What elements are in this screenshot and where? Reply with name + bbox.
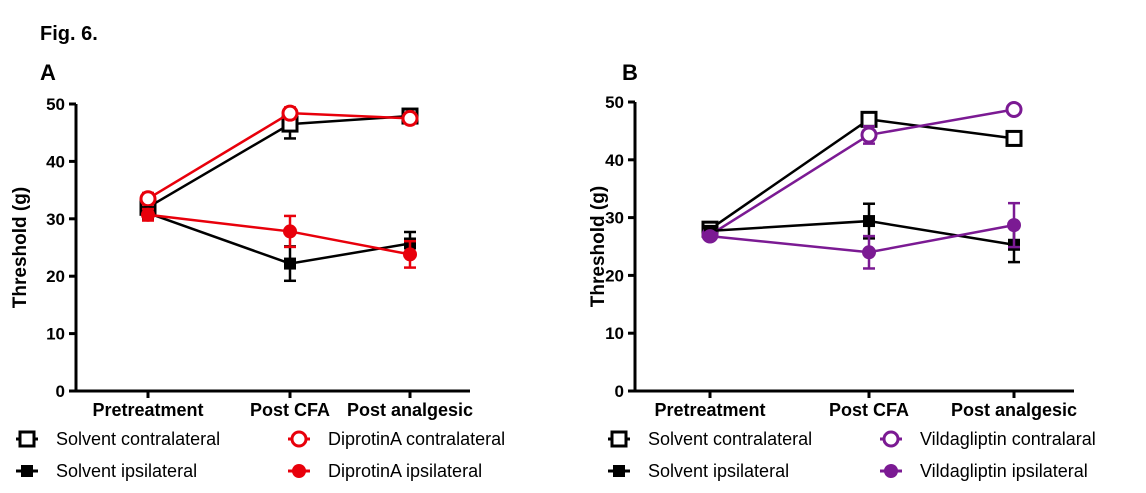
panel-b-y-tick-label: 40: [605, 151, 624, 170]
panel-a-legend-swatch-marker: [292, 464, 306, 478]
panel-a-legend-swatch-marker: [21, 465, 33, 477]
panel-b-chart: 0 10 20 30 40 50 Pretreatment Post CFA Post anal…: [588, 93, 1096, 481]
panel-b-legend-label: Solvent contralateral: [648, 429, 812, 449]
panel-b-legend-swatch-marker: [882, 430, 900, 448]
panel-b-data-point: [1007, 218, 1021, 233]
panel-b-y-axis-label: Threshold (g): [588, 186, 609, 307]
panel-a-x-tick-label: Post analgesic: [347, 400, 473, 420]
panel-b-data-point: [860, 126, 878, 144]
panel-b-legend-label: Vildagliptin ipsilateral: [920, 461, 1088, 481]
panel-a-data-point: [139, 190, 157, 208]
panel-a-data-point: [281, 104, 299, 122]
panel-b-data-point: [703, 229, 717, 244]
panel-a-data-point: [141, 207, 155, 222]
panel-b-x-tick-label: Post analgesic: [951, 400, 1077, 420]
panel-a-legend-swatch-marker: [18, 430, 36, 448]
panel-a-y-tick-label: 0: [56, 382, 65, 401]
panel-b-data-point: [1005, 129, 1023, 147]
panel-b-y-tick-label: 20: [605, 266, 624, 285]
panel-b-legend-label: Solvent ipsilateral: [648, 461, 789, 481]
panel-a-legend-swatch-marker: [290, 430, 308, 448]
panel-a-y-tick-label: 40: [46, 152, 65, 171]
panel-b-y-tick-label: 10: [605, 324, 624, 343]
panel-a-y-tick-label: 50: [46, 95, 65, 114]
panel-a-y-tick-label: 10: [46, 325, 65, 344]
panel-a-data-point: [283, 224, 297, 239]
panel-a-data-point: [284, 257, 296, 270]
panel-a-x-tick-label: Pretreatment: [92, 400, 203, 420]
panel-a-data-point: [401, 109, 419, 127]
panel-a-y-tick-label: 20: [46, 267, 65, 286]
panel-b-label: B: [622, 60, 638, 85]
panel-a-y-tick-label: 30: [46, 210, 65, 229]
panel-b-legend-swatch-marker: [884, 464, 898, 478]
panel-a-y-axis-label: Threshold (g): [10, 187, 31, 308]
panel-b-y-tick-label: 0: [615, 382, 624, 401]
panel-a-legend-label: Solvent ipsilateral: [56, 461, 197, 481]
panel-b-data-point: [862, 245, 876, 260]
panel-b-legend-label: Vildagliptin contralaral: [920, 429, 1096, 449]
panel-b-data-point: [1005, 101, 1023, 119]
panel-a-series-line: [147, 111, 411, 200]
panel-b-data-point: [860, 110, 878, 128]
panel-a-data-point: [403, 247, 417, 262]
figure-title: Fig. 6.: [40, 23, 98, 45]
panel-a-series-line: [147, 213, 411, 256]
panel-b-legend-swatch-marker: [610, 430, 628, 448]
panel-b-y-tick-label: 30: [605, 209, 624, 228]
panel-a-legend-label: Solvent contralateral: [56, 429, 220, 449]
panel-b-series-line: [709, 108, 1015, 236]
panel-b-y-tick-label: 50: [605, 93, 624, 112]
panel-b-x-tick-label: Post CFA: [829, 400, 909, 420]
panel-b-legend-swatch-marker: [613, 465, 625, 477]
panel-a-legend-label: DiprotinA ipsilateral: [328, 461, 482, 481]
panel-a-series-line: [147, 114, 411, 209]
panel-a-x-tick-label: Post CFA: [250, 400, 330, 420]
panel-b-data-point: [863, 215, 875, 228]
panel-a-label: A: [40, 60, 56, 85]
panel-b-x-tick-label: Pretreatment: [654, 400, 765, 420]
panel-a-chart: 0 10 20 30 40 50 Pretreatment Post CFA Post anal…: [10, 95, 505, 481]
panel-a-legend-label: DiprotinA contralateral: [328, 429, 505, 449]
